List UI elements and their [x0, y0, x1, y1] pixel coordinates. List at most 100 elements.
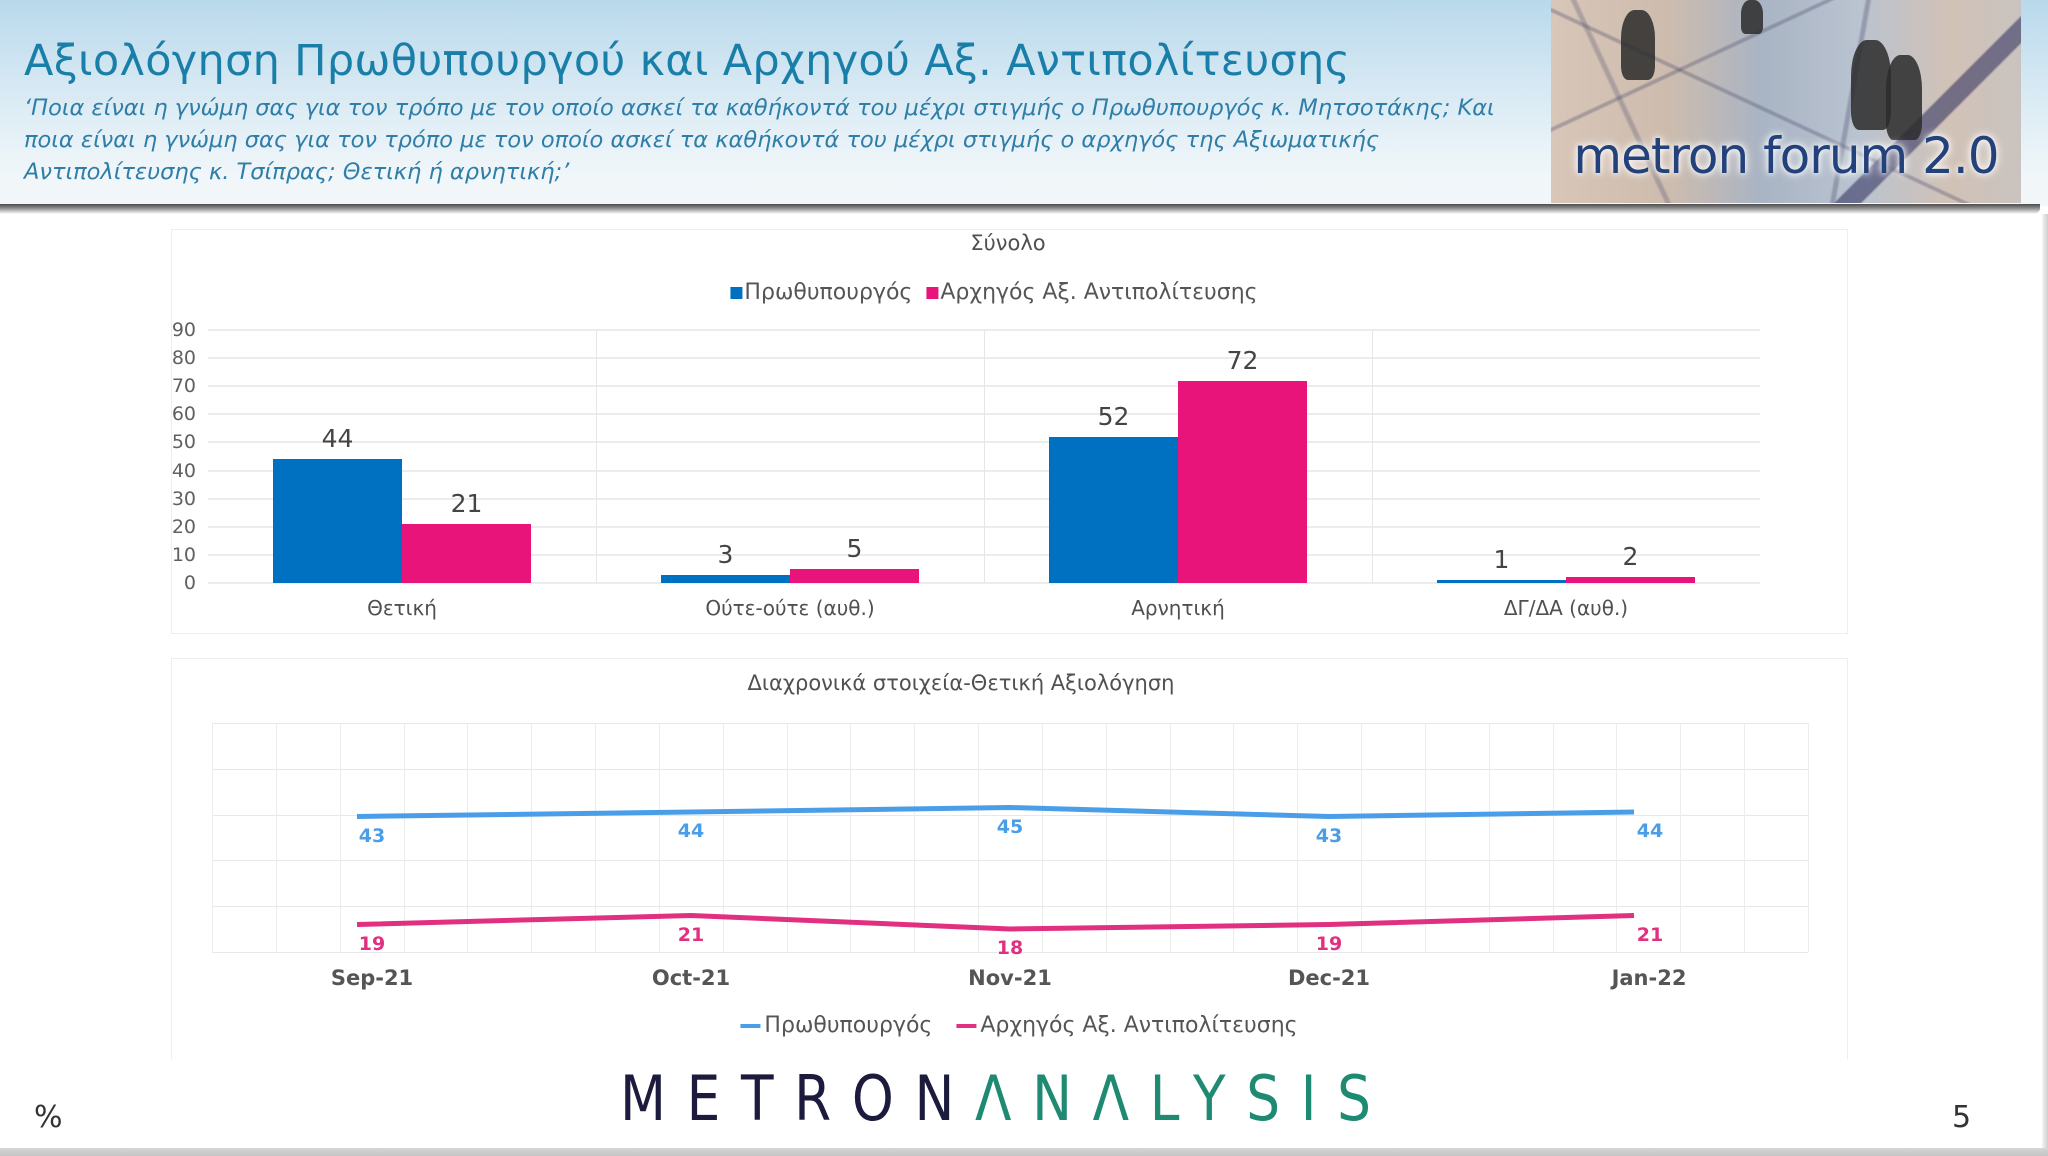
- gridline: [1552, 723, 1554, 952]
- y-tick-label: 0: [183, 572, 196, 594]
- metron-analysis-logo: METRONΛNΛLYSIS: [620, 1068, 1392, 1130]
- x-category-label: Θετική: [367, 596, 437, 620]
- gridline: [1169, 723, 1171, 952]
- gridline: [1424, 723, 1426, 952]
- question-line: ‘Ποια είναι η γνώμη σας για τον τρόπο με…: [24, 95, 1495, 121]
- data-label: 3: [717, 539, 734, 569]
- data-label: 52: [1097, 401, 1130, 431]
- data-label: 21: [450, 488, 483, 518]
- survey-question: ‘Ποια είναι η γνώμη σας για τον τρόπο με…: [24, 92, 1564, 188]
- gridline: [978, 723, 980, 952]
- gridline: [339, 723, 341, 952]
- gridline: [1488, 723, 1490, 952]
- gridline: [850, 723, 852, 952]
- gridline: [212, 860, 1808, 862]
- bar-pm: [1437, 580, 1566, 583]
- person-silhouette-icon: [1851, 40, 1891, 130]
- category-separator: [1372, 330, 1373, 583]
- gridline: [275, 723, 277, 952]
- y-tick-label: 80: [171, 347, 196, 370]
- legend-label: Πρωθυπουργός: [744, 280, 913, 305]
- gridline: [212, 814, 1808, 816]
- gridline: [212, 952, 1808, 953]
- data-label: 19: [358, 932, 386, 955]
- bar-chart-title: Σύνολο: [970, 231, 1046, 255]
- y-tick-label: 60: [171, 403, 196, 426]
- gridline: [1105, 723, 1107, 952]
- gridline: [914, 723, 916, 952]
- data-label: 44: [677, 820, 705, 842]
- gridline: [531, 723, 533, 952]
- unit-label: %: [34, 1100, 63, 1135]
- gridline: [1616, 723, 1618, 952]
- legend-item-opposition: Αρχηγός Αξ. Αντιπολίτευσης: [926, 280, 1258, 305]
- gridline: [1808, 723, 1809, 952]
- bar-opposition: [1566, 577, 1695, 583]
- data-label: 21: [1636, 923, 1664, 946]
- x-category-label: ΔΓ/ΔΑ (αυθ.): [1503, 596, 1629, 620]
- gridline: [1361, 723, 1363, 952]
- x-month-label: Dec-21: [1287, 966, 1371, 990]
- legend-swatch-icon: [926, 286, 939, 299]
- x-category-label: Ούτε-ούτε (αυθ.): [705, 596, 875, 620]
- data-label: 43: [358, 824, 386, 847]
- data-label: 44: [321, 424, 354, 454]
- gridline: [1297, 723, 1299, 952]
- gridline: [208, 582, 1760, 584]
- y-tick-label: 10: [171, 543, 196, 566]
- slide-edge: [2042, 214, 2048, 1154]
- gridline: [212, 906, 1808, 908]
- gridline: [722, 723, 724, 952]
- data-label: 18: [996, 937, 1024, 959]
- gridline: [658, 723, 660, 952]
- gridline: [212, 723, 1808, 724]
- header-divider: [0, 204, 2040, 214]
- logo-part-analysis: ΛNΛLYSIS: [975, 1062, 1392, 1135]
- x-month-label: Sep-21: [330, 966, 414, 990]
- legend-label: Πρωθυπουργός: [764, 1013, 933, 1038]
- question-line: Αντιπολίτευσης κ. Τσίπρας; Θετική ή αρνη…: [24, 159, 570, 185]
- legend-item-pm: Πρωθυπουργός: [730, 280, 912, 305]
- bar-opposition: [402, 523, 531, 583]
- page-number: 5: [1952, 1100, 1972, 1135]
- y-tick-label: 50: [171, 431, 196, 454]
- gridline: [786, 723, 788, 952]
- category-separator: [984, 330, 985, 583]
- legend-label: Αρχηγός Αξ. Αντιπολίτευσης: [980, 1013, 1298, 1038]
- gridline: [595, 723, 597, 952]
- person-silhouette-icon: [1741, 0, 1763, 34]
- legend-item-opposition: Αρχηγός Αξ. Αντιπολίτευσης: [956, 1013, 1298, 1038]
- slide-edge: [0, 1148, 2048, 1156]
- legend-item-pm: Πρωθυπουργός: [740, 1013, 932, 1038]
- logo-part-metron: METRON: [620, 1062, 976, 1135]
- metron-forum-banner-image: metron forum 2.0: [1551, 0, 2021, 203]
- data-label: 44: [1636, 820, 1664, 842]
- y-tick-label: 20: [171, 515, 196, 538]
- legend-label: Αρχηγός Αξ. Αντιπολίτευσης: [940, 280, 1258, 305]
- bar-chart-legend: Πρωθυπουργός Αρχηγός Αξ. Αντιπολίτευσης: [730, 280, 1258, 305]
- gridline: [212, 723, 213, 952]
- x-month-label: Oct-21: [651, 966, 731, 990]
- gridline: [1233, 723, 1235, 952]
- data-label: 21: [677, 923, 705, 946]
- bar-pm: [273, 459, 402, 583]
- line-chart-panel: [171, 658, 1848, 1059]
- bar-pm: [661, 574, 790, 583]
- data-label: 2: [1622, 542, 1639, 572]
- gridline: [212, 768, 1808, 770]
- y-tick-label: 90: [171, 319, 196, 341]
- line-pm: [356, 805, 1635, 819]
- category-separator: [596, 330, 597, 583]
- legend-swatch-icon: [730, 286, 743, 299]
- bar-opposition: [1178, 380, 1307, 583]
- y-tick-label: 30: [171, 487, 196, 510]
- gridline: [1041, 723, 1043, 952]
- gridline: [1680, 723, 1682, 952]
- x-category-label: Αρνητική: [1131, 596, 1225, 620]
- gridline: [467, 723, 469, 952]
- y-tick-label: 70: [171, 375, 196, 398]
- legend-line-icon: [956, 1023, 977, 1028]
- person-silhouette-icon: [1621, 10, 1655, 80]
- bar-opposition: [790, 568, 919, 583]
